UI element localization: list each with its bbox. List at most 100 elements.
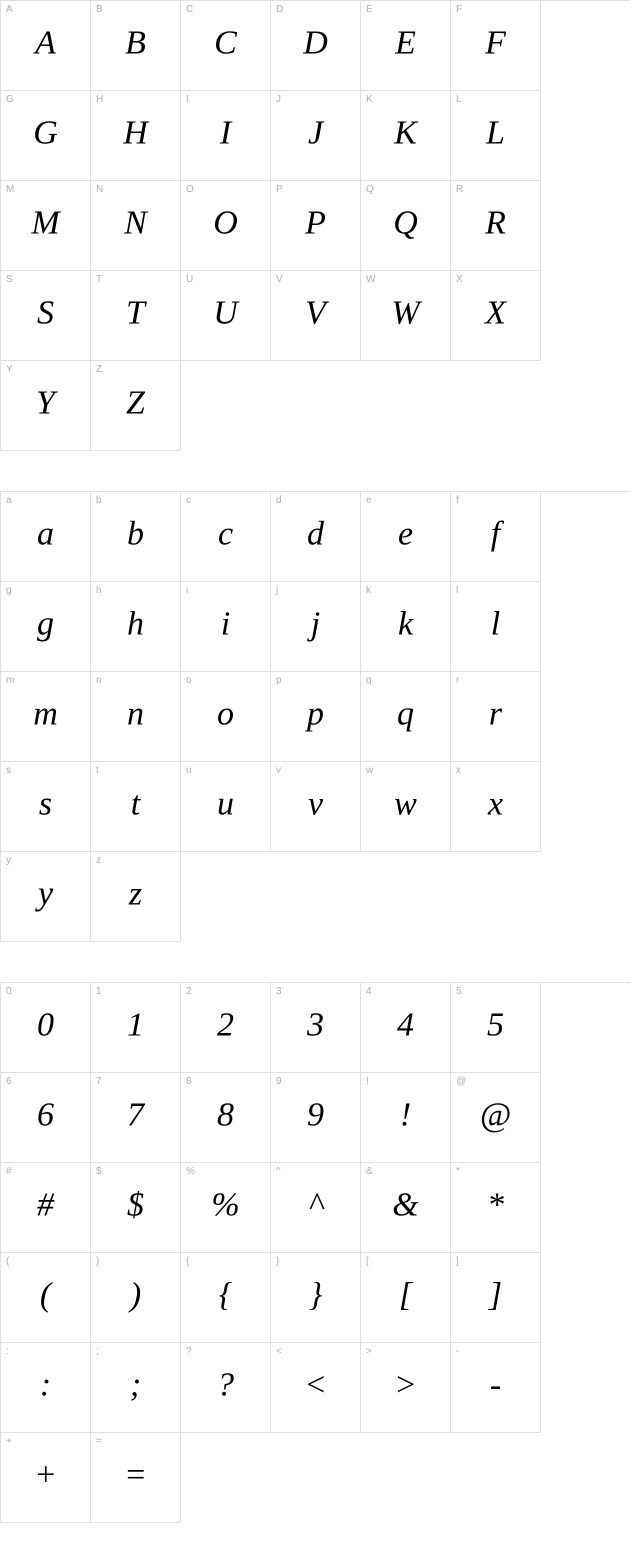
glyph-label: e — [366, 495, 372, 506]
glyph-cell: ll — [451, 582, 541, 672]
glyph-label: Z — [96, 364, 102, 375]
glyph-char: V — [305, 296, 326, 330]
glyph-char: L — [486, 116, 505, 150]
glyph-char: ( — [40, 1278, 51, 1312]
glyph-label: M — [6, 184, 14, 195]
glyph-char: o — [217, 697, 234, 731]
glyph-label: + — [6, 1436, 12, 1447]
glyph-label: C — [186, 4, 193, 15]
glyph-label: ? — [186, 1346, 192, 1357]
glyph-char: j — [311, 607, 320, 641]
glyph-cell: II — [181, 91, 271, 181]
glyph-cell: qq — [361, 672, 451, 762]
glyph-cell: ^^ — [271, 1163, 361, 1253]
glyph-char: t — [131, 787, 140, 821]
glyph-cell: bb — [91, 492, 181, 582]
glyph-cell: {{ — [181, 1253, 271, 1343]
glyph-char: s — [39, 787, 52, 821]
glyph-cell: nn — [91, 672, 181, 762]
glyph-label: E — [366, 4, 373, 15]
glyph-cell: 66 — [1, 1073, 91, 1163]
glyph-cell: 55 — [451, 983, 541, 1073]
glyph-char: b — [127, 517, 144, 551]
glyph-label: w — [366, 765, 373, 776]
glyph-cell: mm — [1, 672, 91, 762]
glyph-label: K — [366, 94, 373, 105]
glyph-label: I — [186, 94, 189, 105]
glyph-cell: MM — [1, 181, 91, 271]
glyph-cell: aa — [1, 492, 91, 582]
glyph-cell: 22 — [181, 983, 271, 1073]
glyph-label: u — [186, 765, 192, 776]
glyph-label: $ — [96, 1166, 102, 1177]
glyph-char: a — [37, 517, 54, 551]
glyph-cell: ;; — [91, 1343, 181, 1433]
glyph-cell: :: — [1, 1343, 91, 1433]
glyph-cell: SS — [1, 271, 91, 361]
glyph-char: ? — [217, 1368, 234, 1402]
glyph-cell: hh — [91, 582, 181, 672]
glyph-cell: 44 — [361, 983, 451, 1073]
glyph-char: S — [37, 296, 54, 330]
glyph-cell: GG — [1, 91, 91, 181]
glyph-char: [ — [399, 1278, 412, 1312]
glyph-char: w — [394, 787, 417, 821]
glyph-char: Z — [126, 386, 145, 420]
glyph-char: ^ — [308, 1188, 322, 1222]
glyph-cell: !! — [361, 1073, 451, 1163]
glyph-cell: 88 — [181, 1073, 271, 1163]
glyph-cell: %% — [181, 1163, 271, 1253]
glyph-label: 0 — [6, 986, 12, 997]
glyph-char: U — [213, 296, 238, 330]
glyph-label: X — [456, 274, 463, 285]
glyph-label: ! — [366, 1076, 369, 1087]
glyph-cell: PP — [271, 181, 361, 271]
glyph-label: z — [96, 855, 101, 866]
glyph-char: > — [394, 1368, 417, 1402]
glyph-char: < — [304, 1368, 327, 1402]
glyph-cell: << — [271, 1343, 361, 1433]
glyph-label: 2 — [186, 986, 192, 997]
glyph-char: r — [489, 697, 502, 731]
glyph-cell: OO — [181, 181, 271, 271]
glyph-char: 8 — [217, 1098, 234, 1132]
glyph-label: B — [96, 4, 103, 15]
glyph-label: & — [366, 1166, 373, 1177]
glyph-label: r — [456, 675, 459, 686]
glyph-cell: ff — [451, 492, 541, 582]
glyph-cell: JJ — [271, 91, 361, 181]
glyph-char: H — [123, 116, 148, 150]
glyph-char: R — [485, 206, 506, 240]
glyph-cell: ee — [361, 492, 451, 582]
glyph-char: 1 — [127, 1008, 144, 1042]
glyph-cell: == — [91, 1433, 181, 1523]
glyph-label: x — [456, 765, 461, 776]
glyph-cell: @@ — [451, 1073, 541, 1163]
glyph-label: a — [6, 495, 12, 506]
glyph-char: z — [129, 877, 142, 911]
glyph-label: m — [6, 675, 14, 686]
glyph-char: B — [125, 26, 146, 60]
glyph-char: J — [308, 116, 323, 150]
glyph-label: v — [276, 765, 281, 776]
glyph-cell: yy — [1, 852, 91, 942]
glyph-char: A — [35, 26, 56, 60]
glyph-label: 7 — [96, 1076, 102, 1087]
glyph-cell: FF — [451, 1, 541, 91]
glyph-label: h — [96, 585, 102, 596]
glyph-label: % — [186, 1166, 195, 1177]
glyph-char: W — [391, 296, 419, 330]
glyph-cell: (( — [1, 1253, 91, 1343]
glyph-label: T — [96, 274, 102, 285]
glyph-cell: $$ — [91, 1163, 181, 1253]
glyph-label: t — [96, 765, 99, 776]
glyph-cell: AA — [1, 1, 91, 91]
glyph-cell: NN — [91, 181, 181, 271]
glyph-cell: gg — [1, 582, 91, 672]
glyph-cell: [[ — [361, 1253, 451, 1343]
glyph-cell: VV — [271, 271, 361, 361]
glyph-label: } — [276, 1256, 279, 1267]
glyph-label: ) — [96, 1256, 99, 1267]
glyph-cell: XX — [451, 271, 541, 361]
section-uppercase: AABBCCDDEEFFGGHHIIJJKKLLMMNNOOPPQQRRSSTT… — [0, 0, 640, 451]
